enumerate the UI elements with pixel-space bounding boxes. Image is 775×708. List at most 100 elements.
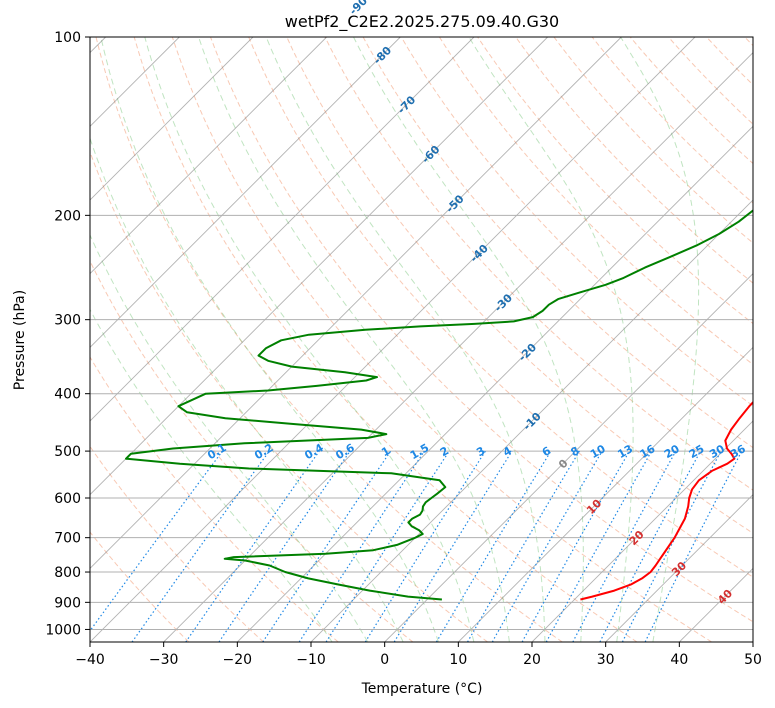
dry-adiabat [90,531,190,642]
label-layer: 0.10.20.40.611.52346810131620253036-100-… [205,0,748,607]
isotherm-line [310,199,753,642]
dry-adiabat [515,37,753,284]
isotherm-label: -20 [516,341,539,364]
isotherm-label: -70 [395,93,418,116]
isotherm-label: -40 [468,242,491,265]
y-tick-label: 100 [54,30,81,46]
mixing-ratio-line [298,450,425,642]
moist-adiabat [265,37,546,642]
y-tick-label: 900 [54,595,81,611]
dry-adiabat [668,37,753,125]
mixing-ratio-line [545,450,653,642]
mixing-ratio-label: 16 [638,442,658,461]
y-tick-label: 300 [54,313,81,329]
isotherm-line [752,641,753,642]
moist-adiabat [198,37,510,642]
dry-adiabat [95,37,563,642]
mixing-ratio-label: 10 [588,442,608,461]
dry-adiabat [133,37,638,642]
grid-layer [90,37,753,642]
plot-frame [89,36,754,643]
moist-adiabat [468,37,634,642]
dry-adiabat [210,37,753,623]
mixing-ratio-line [90,450,223,632]
x-tick-label: 50 [744,652,762,668]
warm-isotherm-label: 30 [669,559,689,579]
x-tick-label: −40 [75,652,105,668]
dry-adiabat [248,37,753,578]
dry-adiabat [438,37,753,366]
warm-isotherm-label: 10 [584,497,604,517]
isotherm-line [384,273,753,642]
dry-adiabat [90,356,339,642]
mixing-ratio-line [599,450,702,642]
warm-isotherm-label: 40 [715,587,735,607]
isotherm-line [458,346,753,642]
x-tick-label: 30 [597,652,615,668]
y-tick-label: 500 [54,444,81,460]
dry-adiabat [90,150,488,642]
dry-adiabat [324,37,753,491]
mixing-ratio-line [644,450,743,642]
isotherm-line [90,37,696,642]
moist-adiabat [90,308,333,642]
y-tick-label: 700 [54,531,81,547]
mixing-ratio-line [572,450,677,642]
moist-adiabat [144,37,475,642]
mixing-ratio-label: 13 [615,442,635,461]
isotherm-line [90,37,548,496]
isotherm-line [237,125,753,642]
dry-adiabat [591,37,753,204]
temperature-profile [580,400,753,601]
isotherm-line [90,37,327,275]
profile-layer [125,209,753,601]
mixing-ratio-line [435,450,552,642]
moist-adiabat [100,37,439,642]
mixing-ratio-line [325,450,450,642]
chart-title: wetPf2_C2E2.2025.275.09.40.G30 [285,12,559,32]
isotherm-label: -30 [492,291,515,314]
mixing-ratio-line [521,450,631,642]
y-tick-label: 1000 [45,622,81,638]
y-tick-label: 200 [54,208,81,224]
x-tick-label: 0 [380,652,389,668]
isotherm-line [605,494,753,642]
isotherm-line [90,37,622,569]
x-tick-label: −10 [296,652,326,668]
isotherm-label: -10 [521,410,544,433]
isotherm-line [531,420,753,642]
mixing-ratio-line [393,450,513,642]
mixing-ratio-label: 36 [728,442,748,461]
isotherm-label: -80 [371,44,394,67]
isotherm-line [163,52,753,642]
mixing-ratio-layer [90,450,743,642]
mixing-ratio-label: 0.2 [252,441,275,462]
mixing-ratio-label: 2 [438,444,451,459]
mixing-ratio-label: 20 [662,442,682,461]
y-tick-label: 800 [54,565,81,581]
mixing-ratio-line [218,450,351,642]
y-tick-label: 400 [54,387,81,403]
x-axis-label: Temperature (°C) [361,681,483,697]
mixing-ratio-label: 30 [707,442,727,461]
x-tick-label: 20 [523,652,541,668]
dry-adiabat [171,37,712,642]
moist-adiabat [90,136,404,642]
mixing-ratio-label: 0.4 [302,441,326,462]
isotherm-line [90,37,401,348]
y-axis-label: Pressure (hPa) [12,290,28,390]
isotherm-line [90,37,254,201]
x-tick-label: −30 [149,652,179,668]
warm-isotherm-label: 20 [627,528,647,548]
mixing-ratio-line [262,450,392,642]
dry-adiabat [90,445,264,642]
dry-adiabat [400,37,753,407]
mixing-ratio-label: 0.6 [333,441,357,462]
isotherm-line [90,37,475,422]
dry-adiabat [706,37,753,86]
y-tick-label: 600 [54,491,81,507]
moist-adiabat [90,233,369,642]
x-tick-label: 40 [670,652,688,668]
mixing-ratio-line [131,450,270,642]
